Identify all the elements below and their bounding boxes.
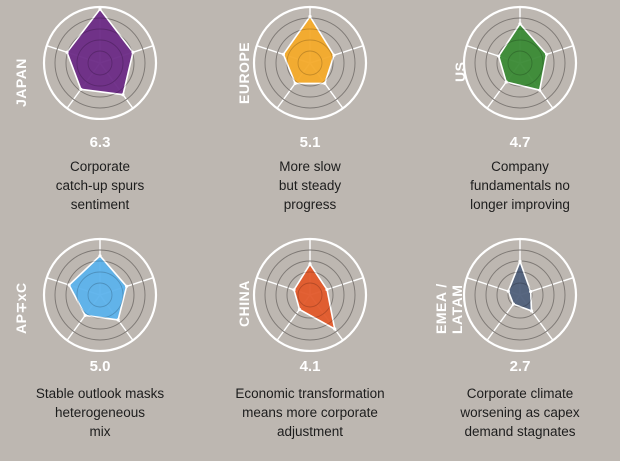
radar-grid-ring-1	[275, 260, 345, 330]
radar-point-1	[325, 287, 329, 292]
radar-point-3	[79, 87, 83, 91]
radar-grid-overlay-3	[507, 50, 533, 76]
radar-chart-europe	[252, 5, 368, 120]
description-europe: More slow but steady progress	[278, 159, 342, 212]
radar-point-3	[297, 307, 302, 312]
panel-china: CHINA 4.1 Economic transformation means …	[210, 232, 410, 461]
radar-chart-china	[252, 237, 368, 352]
radar-grid-overlay-3	[297, 282, 323, 308]
radar-point-2	[323, 81, 327, 85]
radar-point-2	[116, 318, 120, 322]
radar-grid-overlay-0	[264, 249, 356, 341]
region-label-japan: JAPAN	[13, 58, 29, 107]
radar-series-polygon	[282, 15, 335, 85]
radar-grid-overlay-3	[297, 50, 323, 76]
radar-grid-overlay-0	[474, 249, 566, 341]
score-apxc: 5.0	[89, 358, 111, 375]
panel-apxc: AP∓xC 5.0 Stable outlook masks heterogen…	[0, 232, 200, 461]
radar-grid-overlay-0	[54, 17, 146, 109]
radar-point-4	[292, 288, 296, 292]
radar-grid-overlay-1	[65, 260, 135, 330]
radar-grid-overlay-3	[87, 282, 113, 308]
radar-point-1	[545, 52, 549, 56]
radar-point-2	[121, 93, 125, 97]
score-china: 4.1	[299, 358, 321, 375]
radar-grid-overlay-1	[275, 28, 345, 98]
radar-point-3	[511, 302, 515, 306]
panel-us: US 4.7 Company fundamentals no longer im…	[420, 0, 620, 229]
score-us: 4.7	[509, 134, 531, 151]
panel-europe: EUROPE 5.1 More slow but steady progress	[210, 0, 410, 229]
score-japan: 6.3	[89, 134, 111, 151]
radar-point-4	[281, 52, 285, 56]
radar-grid-overlay-1	[65, 28, 135, 98]
radar-grid-overlay-0	[474, 17, 566, 109]
description-china: Economic transformation means more corpo…	[235, 386, 385, 439]
radar-point-1	[529, 289, 533, 294]
region-label-us: US	[452, 61, 468, 82]
description-japan: Corporate catch-up spurs sentiment	[55, 159, 145, 212]
radar-point-0	[518, 22, 522, 26]
radar-grid-ring-0	[474, 249, 566, 341]
radar-series-polygon	[507, 260, 533, 312]
radar-point-1	[332, 53, 336, 57]
radar-grid-overlay-2	[496, 271, 544, 319]
score-europe: 5.1	[299, 134, 321, 151]
radar-point-4	[497, 54, 501, 58]
panel-emea-latam: EMEA / LATAM 2.7 Corporate climate worse…	[420, 232, 620, 461]
radar-grid-overlay-2	[286, 39, 334, 87]
panel-japan: JAPAN 6.3 Corporate catch-up spurs senti…	[0, 0, 200, 229]
radar-point-3	[83, 313, 87, 317]
radar-grid-overlay-2	[286, 271, 334, 319]
region-label-emea-latam: EMEA / LATAM	[433, 283, 465, 334]
radar-point-0	[308, 262, 312, 266]
radar-grid-overlay-3	[87, 50, 113, 76]
description-apxc: Stable outlook masks heterogeneous mix	[35, 386, 165, 439]
region-label-europe: EUROPE	[236, 41, 252, 104]
radar-grid-overlay-2	[76, 39, 124, 87]
radar-point-2	[529, 309, 534, 313]
radar-point-4	[506, 289, 510, 293]
radar-series-polygon	[68, 254, 128, 321]
radar-point-3	[504, 80, 508, 84]
radar-point-1	[131, 50, 135, 54]
radar-point-0	[308, 14, 312, 19]
radar-grid-overlay-2	[76, 271, 124, 319]
radar-point-2	[538, 88, 542, 92]
radar-chart-emea-latam	[462, 237, 578, 352]
radar-grid-ring-0	[264, 249, 356, 341]
radar-grid-ring-0	[54, 249, 146, 341]
radar-chart-japan	[42, 5, 158, 120]
radar-grid-overlay-1	[275, 260, 345, 330]
description-us: Company fundamentals no longer improving	[470, 159, 570, 212]
radar-grid-ring-0	[474, 17, 566, 109]
radar-series-polygon	[497, 22, 548, 91]
radar-grid-overlay-2	[496, 39, 544, 87]
radar-chart-us	[462, 5, 578, 120]
radar-grid-overlay-1	[485, 28, 555, 98]
radar-chart-apxc	[42, 237, 158, 352]
radar-point-4	[67, 283, 71, 287]
radar-series-polygon	[293, 263, 336, 330]
radar-point-4	[65, 50, 69, 54]
description-emea-latam: Corporate climate worsening as capex dem…	[460, 386, 580, 439]
region-label-china: CHINA	[236, 280, 252, 327]
radar-grid-overlay-3	[507, 282, 533, 308]
radar-point-0	[98, 7, 102, 11]
radar-grid-overlay-0	[54, 249, 146, 341]
radar-point-1	[125, 284, 129, 288]
radar-point-2	[333, 327, 337, 331]
score-emea-latam: 2.7	[509, 358, 531, 375]
region-label-apxc: AP∓xC	[13, 282, 29, 334]
radar-point-0	[518, 259, 522, 263]
radar-point-3	[293, 81, 297, 85]
radar-point-0	[98, 254, 102, 258]
radar-series-polygon	[66, 8, 134, 96]
